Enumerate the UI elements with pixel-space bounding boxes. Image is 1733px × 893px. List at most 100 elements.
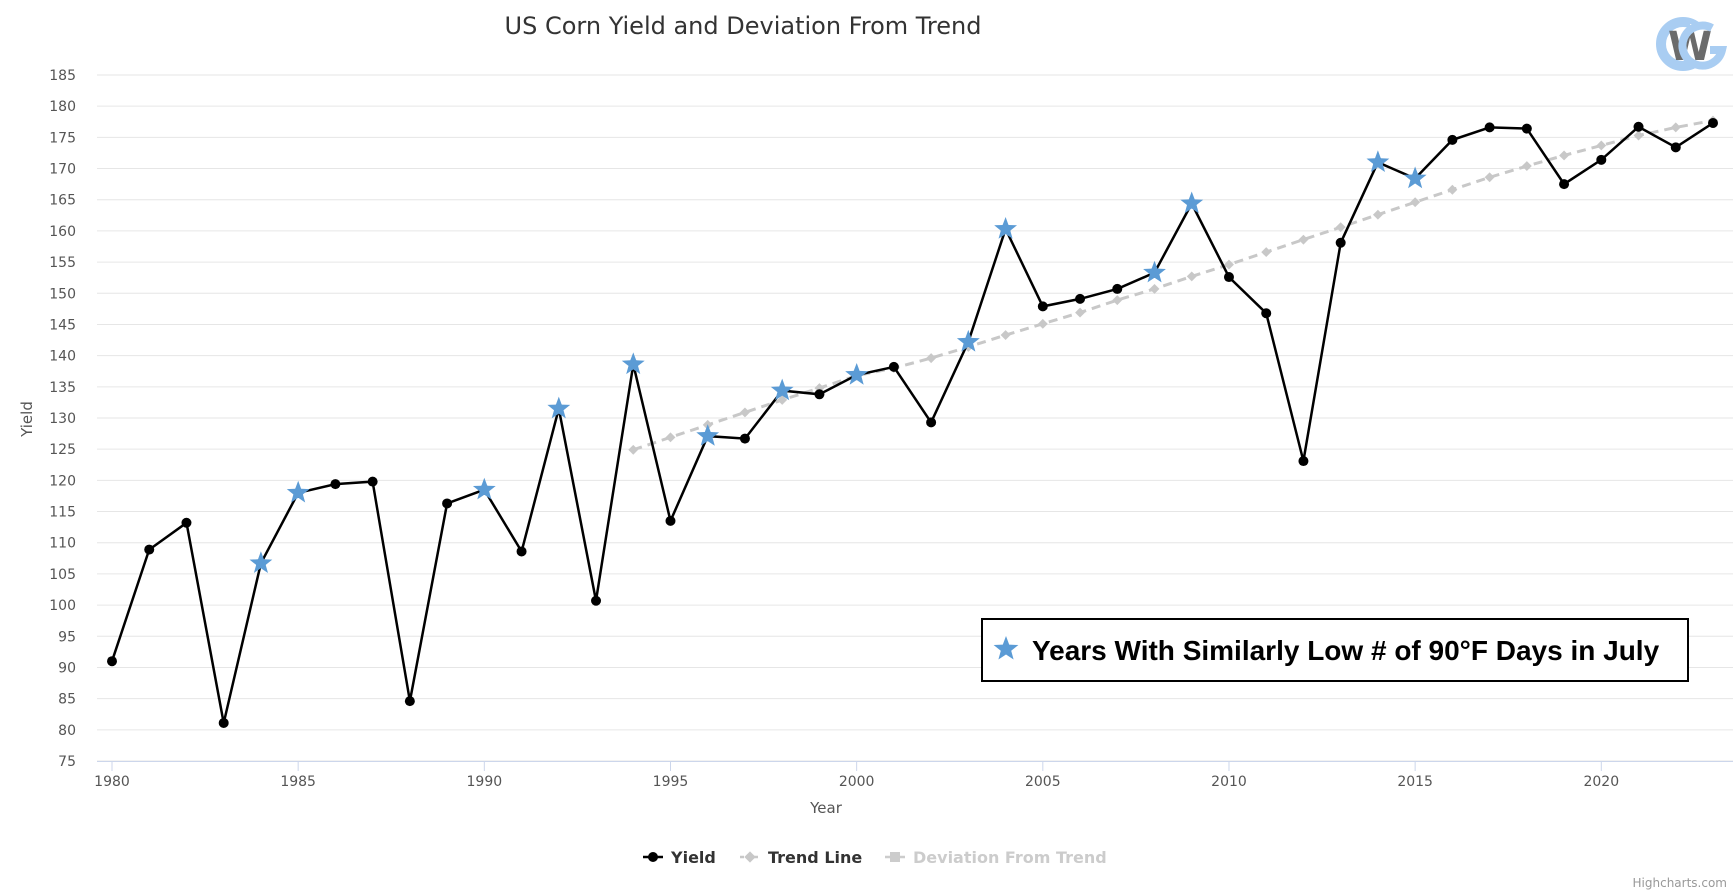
- yield-point[interactable]: [1261, 308, 1272, 319]
- y-tick-label: 180: [49, 99, 76, 115]
- trend-point[interactable]: [777, 394, 788, 405]
- chart-credit[interactable]: Highcharts.com: [1633, 876, 1727, 890]
- trend-point[interactable]: [1447, 184, 1458, 195]
- trend-point[interactable]: [1484, 172, 1495, 183]
- y-tick-label: 165: [49, 193, 76, 209]
- trend-point[interactable]: [628, 444, 639, 455]
- trend-point[interactable]: [1410, 197, 1421, 208]
- yield-point[interactable]: [1037, 301, 1048, 312]
- grid: [97, 74, 1733, 762]
- yield-point[interactable]: [814, 389, 825, 400]
- yield-point[interactable]: [1223, 272, 1234, 283]
- x-tick-label: 2020: [1583, 774, 1619, 790]
- yield-point[interactable]: [330, 479, 341, 490]
- annotation-text: Years With Similarly Low # of 90°F Days …: [1032, 635, 1660, 666]
- chart-title: US Corn Yield and Deviation From Trend: [505, 12, 982, 40]
- trend-point[interactable]: [1075, 307, 1085, 318]
- y-tick-label: 155: [49, 255, 76, 271]
- x-tick-label: 1985: [280, 774, 316, 790]
- trend-point[interactable]: [1112, 295, 1123, 306]
- trend-point[interactable]: [1186, 271, 1197, 282]
- yield-point[interactable]: [926, 417, 937, 428]
- highlight-star-icon: [286, 480, 310, 503]
- yield-point[interactable]: [1708, 118, 1718, 129]
- yield-point[interactable]: [1335, 237, 1346, 248]
- yield-point[interactable]: [1596, 154, 1607, 165]
- y-tick-label: 160: [49, 224, 76, 240]
- y-tick-label: 95: [58, 629, 76, 645]
- yield-point[interactable]: [1670, 142, 1681, 153]
- annotation-star-icon: [993, 636, 1019, 660]
- y-tick-label: 90: [58, 660, 76, 676]
- yield-point[interactable]: [107, 656, 117, 667]
- yield-point[interactable]: [1559, 179, 1570, 190]
- yield-point[interactable]: [739, 433, 750, 444]
- legend-label-deviation: Deviation From Trend: [913, 848, 1107, 867]
- x-tick-label: 2000: [839, 774, 875, 790]
- yield-point[interactable]: [1075, 293, 1086, 304]
- trend-point[interactable]: [926, 353, 937, 364]
- trend-point[interactable]: [1670, 122, 1681, 133]
- yield-point[interactable]: [218, 717, 229, 728]
- y-tick-label: 115: [49, 505, 76, 521]
- yield-point[interactable]: [665, 515, 676, 526]
- y-tick-label: 85: [58, 692, 76, 708]
- highlight-star-icon: [472, 477, 496, 500]
- highlight-star-icon: [1366, 150, 1390, 172]
- yield-point[interactable]: [1521, 123, 1532, 134]
- yield-point[interactable]: [144, 544, 155, 555]
- highlight-star-icon: [696, 424, 720, 446]
- yield-point[interactable]: [591, 595, 602, 606]
- x-tick-label: 1990: [467, 774, 503, 790]
- trend-point[interactable]: [665, 432, 676, 443]
- trend-point[interactable]: [1633, 130, 1644, 141]
- x-tick-label: 2010: [1211, 774, 1247, 790]
- highlight-star-icon: [621, 352, 645, 375]
- trend-point[interactable]: [1335, 222, 1346, 233]
- legend-item-deviation[interactable]: Deviation From Trend: [885, 848, 1107, 867]
- highlight-star-icon: [1143, 260, 1166, 283]
- trend-point[interactable]: [1521, 161, 1532, 172]
- x-tick-labels: 1980 1985 1990 1995 2000 2005 2010 2015 2020: [94, 761, 1619, 790]
- yield-point[interactable]: [367, 476, 378, 487]
- y-tick-label: 135: [49, 380, 76, 396]
- trend-point[interactable]: [1000, 330, 1011, 341]
- yield-point[interactable]: [1484, 122, 1495, 133]
- highlight-star-icon: [994, 217, 1017, 239]
- trend-point[interactable]: [1596, 140, 1607, 151]
- yield-point[interactable]: [516, 546, 527, 557]
- trend-point[interactable]: [1149, 283, 1160, 294]
- yield-point[interactable]: [1298, 456, 1309, 467]
- legend-label-trend-line: Trend Line: [768, 848, 862, 867]
- y-tick-label: 75: [58, 754, 76, 770]
- yield-point[interactable]: [1633, 121, 1644, 132]
- trend-point[interactable]: [1559, 150, 1570, 161]
- yield-point[interactable]: [1112, 283, 1123, 294]
- legend[interactable]: Yield Trend Line Deviation From Trend: [643, 848, 1107, 867]
- x-tick-label: 2015: [1397, 774, 1433, 790]
- trend-point[interactable]: [1372, 209, 1383, 220]
- trend-point[interactable]: [740, 407, 750, 418]
- yield-point[interactable]: [888, 361, 899, 372]
- yield-point[interactable]: [181, 517, 192, 528]
- yield-point[interactable]: [404, 696, 415, 707]
- y-tick-label: 145: [49, 317, 76, 333]
- highlight-stars: [249, 150, 1427, 573]
- legend-item-yield[interactable]: Yield: [643, 848, 716, 867]
- trend-point[interactable]: [1037, 318, 1048, 329]
- y-tick-label: 170: [49, 162, 76, 178]
- trend-line-series: [628, 115, 1718, 455]
- highlight-star-icon: [845, 363, 869, 385]
- yield-point[interactable]: [1447, 134, 1458, 145]
- annotation-box: Years With Similarly Low # of 90°F Days …: [981, 618, 1689, 682]
- y-tick-label: 125: [49, 442, 76, 458]
- y-tick-label: 120: [49, 473, 76, 489]
- trend-point[interactable]: [1298, 234, 1309, 245]
- legend-item-trend-line[interactable]: Trend Line: [740, 848, 862, 867]
- yield-point[interactable]: [442, 498, 453, 509]
- trend-point[interactable]: [1261, 247, 1272, 258]
- y-tick-label: 130: [49, 411, 76, 427]
- trend-point[interactable]: [1224, 259, 1234, 270]
- highlight-star-icon: [1403, 166, 1427, 189]
